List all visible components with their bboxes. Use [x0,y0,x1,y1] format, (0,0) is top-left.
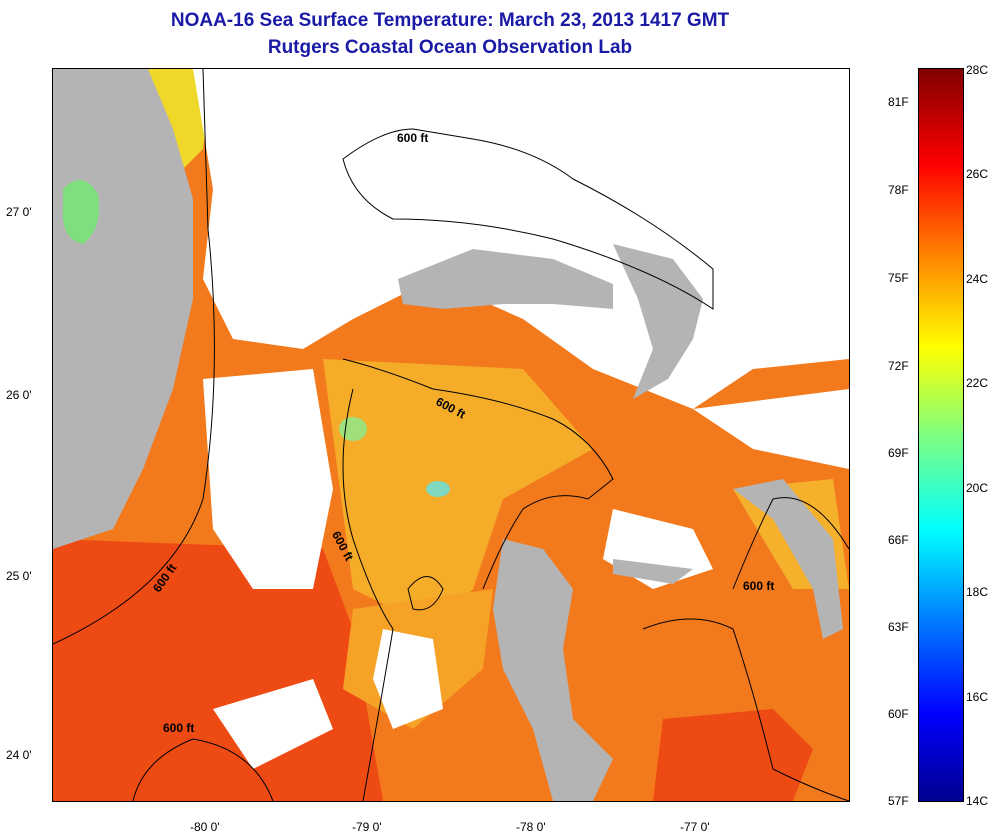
colorbar-fahrenheit-label: 66F [888,533,909,547]
colorbar-celsius-label: 16C [966,690,989,704]
longitude-label: -77 0' [680,820,710,834]
colorbar-celsius-label: 20C [966,481,989,495]
colorbar-celsius-label: 26C [966,167,989,181]
colorbar-fahrenheit-label: 75F [888,271,909,285]
warm-water-region-southeast [653,709,813,801]
cloud-area-southwest [213,679,333,769]
lake-okeechobee [62,180,99,244]
map-subtitle: Rutgers Coastal Ocean Observation Lab [267,37,633,58]
warm-water-region-southwest [53,539,383,801]
colorbar-fahrenheit-label: 81F [888,95,909,109]
colorbar-celsius-label: 18C [966,585,989,599]
latitude-label: 24 0' [6,748,32,762]
cloud-area-northeast [693,389,849,469]
colorbar-fahrenheit-label: 78F [888,183,909,197]
cold-water-patch [339,417,367,441]
sst-map-canvas [53,69,849,801]
land-new-providence [613,559,693,584]
colorbar-fahrenheit-label: 63F [888,620,909,634]
cloud-area-west [203,369,333,589]
land-eleuthera [733,479,843,639]
longitude-label: -79 0' [352,820,382,834]
contour-label: 600 ft [743,579,775,593]
latitude-label: 27 0' [6,205,32,219]
longitude-label: -80 0' [190,820,220,834]
colorbar-fahrenheit-label: 69F [888,446,909,460]
land-grand-bahama [398,249,613,309]
cold-water-patch [426,481,450,497]
land-abaco [613,244,703,399]
colorbar-celsius-label: 22C [966,376,989,390]
colorbar-fahrenheit-label: 57F [888,794,909,808]
depth-contours [53,69,849,801]
temperature-colorbar [918,68,964,802]
contour-label: 600 ft [163,721,195,735]
latitude-label: 26 0' [6,388,32,402]
sst-map: 600 ft 600 ft 600 ft 600 ft 600 ft 600 f… [52,68,850,802]
contour-label: 600 ft [397,131,429,145]
cool-water-region-center [323,359,593,629]
latitude-label: 25 0' [6,569,32,583]
longitude-label: -78 0' [516,820,546,834]
land-andros [493,539,613,801]
map-title: NOAA-16 Sea Surface Temperature: March 2… [170,10,730,31]
colorbar-celsius-label: 28C [966,63,989,77]
colorbar-fahrenheit-label: 60F [888,707,909,721]
colorbar-fahrenheit-label: 72F [888,359,909,373]
colorbar-celsius-label: 14C [966,794,989,808]
colorbar-celsius-label: 24C [966,272,989,286]
cloud-area-south [373,629,443,729]
